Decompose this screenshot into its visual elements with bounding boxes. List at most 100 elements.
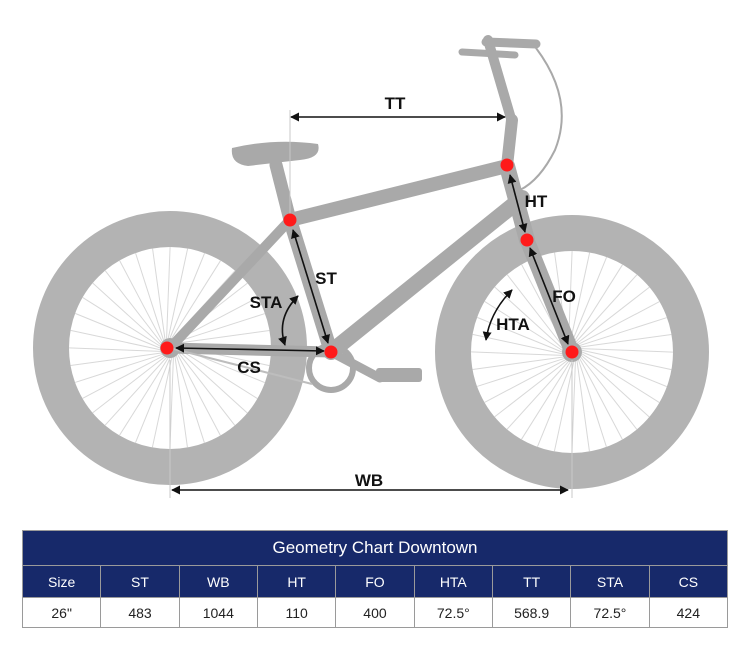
spoke (573, 264, 624, 343)
sta-label: STA (250, 293, 283, 312)
fo-arrow (528, 247, 570, 345)
st-arrow (291, 229, 330, 344)
header-ht: HT (256, 565, 337, 598)
header-wb: WB (178, 565, 258, 598)
value-st: 483 (100, 597, 180, 628)
hta-arc (482, 289, 513, 341)
spoke (166, 246, 171, 339)
spoke (174, 356, 188, 448)
spoke (119, 260, 163, 342)
spoke (167, 248, 189, 339)
bike-frame (164, 35, 580, 360)
spoke (536, 361, 573, 448)
fo-label: FO (552, 287, 576, 306)
value-size: 26" (21, 597, 102, 628)
spoke (177, 354, 221, 436)
header-size: Size (21, 565, 102, 598)
spoke (82, 296, 161, 347)
bottom-bracket-point (324, 345, 338, 359)
spoke (520, 361, 571, 440)
rear-axle-point (160, 341, 174, 355)
spoke (179, 351, 248, 414)
cs-label: CS (237, 358, 261, 377)
geometry-table: Geometry Chart Downtown Size ST WB HT FO… (21, 530, 729, 628)
spoke (581, 349, 672, 371)
spoke (579, 317, 668, 347)
ht-arrow (507, 174, 528, 233)
spoke (581, 353, 660, 404)
ht-label: HT (525, 192, 548, 211)
spoke (118, 357, 169, 436)
spoke (82, 355, 164, 399)
spoke (580, 356, 638, 430)
value-hta: 72.5° (413, 597, 493, 628)
spoke (484, 359, 566, 403)
hta-label: HTA (496, 315, 530, 334)
geometry-table-title-row: Geometry Chart Downtown (22, 530, 728, 566)
tt-label: TT (385, 94, 406, 113)
spoke (470, 351, 563, 356)
value-fo: 400 (335, 597, 415, 628)
value-cs: 424 (648, 597, 729, 628)
spoke (571, 256, 608, 343)
spoke (581, 355, 650, 418)
sta-arc (278, 295, 299, 346)
spoke (575, 274, 638, 343)
cs-arrow (175, 343, 325, 356)
value-tt: 568.9 (491, 597, 572, 628)
header-cs: CS (648, 565, 729, 598)
spoke (152, 248, 166, 340)
seat-cluster-point (283, 213, 297, 227)
st-label: ST (315, 269, 337, 288)
spoke (70, 329, 161, 351)
spoke (70, 352, 162, 366)
front-axle-point (565, 345, 579, 359)
spoke (579, 358, 623, 440)
table-row: 26" 483 1044 110 400 72.5° 568.9 72.5° 4… (21, 597, 729, 628)
spoke (506, 361, 569, 430)
header-hta: HTA (413, 565, 493, 598)
spoke (92, 282, 161, 345)
spoke (179, 349, 258, 400)
spoke (581, 351, 668, 388)
spoke (472, 356, 564, 370)
spoke (104, 270, 162, 344)
geometry-table-title: Geometry Chart Downtown (22, 530, 728, 566)
value-ht: 110 (256, 597, 337, 628)
spoke (576, 286, 650, 344)
value-wb: 1044 (178, 597, 258, 628)
measurement-points (160, 158, 579, 359)
spoke (74, 312, 161, 349)
spoke (171, 260, 222, 339)
value-sta: 72.5° (570, 597, 650, 628)
head-top-point (500, 158, 514, 172)
spoke (178, 330, 270, 344)
dimension-arrows (171, 112, 570, 495)
spoke (580, 334, 672, 348)
spoke (178, 352, 236, 426)
spoke (104, 357, 167, 426)
spoke (476, 357, 565, 387)
wb-label: WB (355, 471, 383, 490)
head-bottom-point (520, 233, 534, 247)
bike-geometry-diagram: TT HT ST STA FO HTA CS WB (33, 35, 709, 498)
header-fo: FO (335, 565, 415, 598)
spoke (494, 360, 568, 418)
spoke (74, 353, 163, 383)
header-tt: TT (491, 565, 572, 598)
spoke (569, 252, 591, 343)
header-sta: STA (570, 565, 650, 598)
spoke (578, 301, 660, 345)
header-st: ST (100, 565, 180, 598)
spoke (68, 347, 161, 352)
geometry-table-header-row: Size ST WB HT FO HTA TT STA CS (21, 565, 729, 598)
spoke (92, 356, 166, 414)
spoke (135, 252, 165, 341)
spoke (175, 355, 205, 444)
spoke (576, 360, 590, 452)
spoke (151, 357, 173, 448)
spoke (581, 348, 674, 353)
spoke (577, 359, 607, 448)
spoke (553, 361, 575, 452)
spoke (169, 252, 206, 339)
